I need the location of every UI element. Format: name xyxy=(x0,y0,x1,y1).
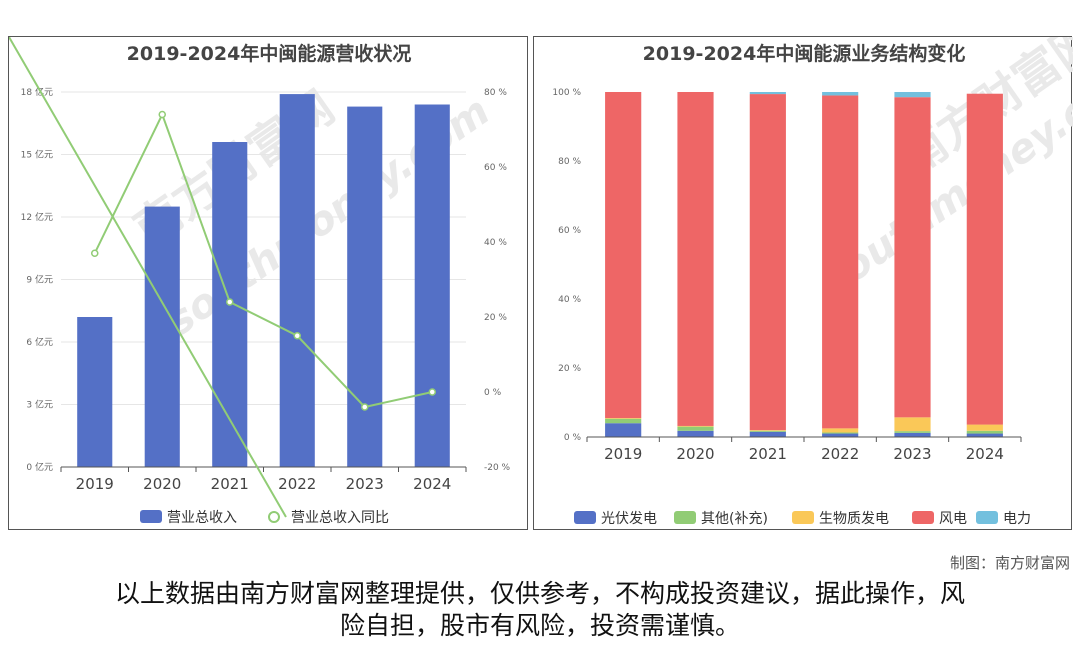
stacked-bar-segment xyxy=(822,428,859,433)
legend-label: 电力 xyxy=(1003,511,1031,527)
x-category-label: 2024 xyxy=(413,475,451,493)
yoy-point xyxy=(91,249,99,257)
stacked-bar-segment xyxy=(677,92,714,426)
y-right-tick-label: 80 % xyxy=(484,88,507,98)
stacked-bar-segment xyxy=(822,95,859,429)
stacked-bar-segment xyxy=(749,431,786,437)
legend-label: 光伏发电 xyxy=(601,511,657,527)
y-left-tick-label: 18 亿元 xyxy=(21,86,53,98)
stacked-bar-segment xyxy=(605,418,642,424)
business-structure-chart-panel: 南方财富网 southmoney.com 2019-2024年中闽能源业务结构变… xyxy=(533,36,1073,530)
stacked-bar-segment xyxy=(677,426,714,431)
y-tick-label: 100 % xyxy=(552,88,581,98)
business-structure-chart: 南方财富网 southmoney.com 2019-2024年中闽能源业务结构变… xyxy=(552,37,1073,527)
stacked-bar-segment xyxy=(894,432,931,437)
y-tick-label: 0 % xyxy=(564,433,582,443)
chart-credit: 制图：南方财富网 xyxy=(949,554,1070,572)
y-left-tick-label: 9 亿元 xyxy=(26,274,53,286)
stacked-bar-segment xyxy=(749,430,786,431)
legend-swatch xyxy=(574,511,596,524)
y-right-tick-label: -20 % xyxy=(484,463,511,473)
x-category-label: 2020 xyxy=(676,445,714,463)
revenue-bar xyxy=(347,106,383,467)
x-category-label: 2020 xyxy=(143,475,181,493)
stacked-bar-segment xyxy=(677,430,714,437)
stacked-bar-segment xyxy=(966,424,1003,431)
y-tick-label: 40 % xyxy=(558,295,581,305)
x-category-label: 2022 xyxy=(278,475,316,493)
stacked-bar-segment xyxy=(749,92,786,95)
yoy-point xyxy=(226,298,234,306)
y-right-tick-label: 60 % xyxy=(484,163,507,173)
stacked-bar-segment xyxy=(966,430,1003,434)
stacked-bar-segment xyxy=(605,92,642,419)
legend: 光伏发电 其他(补充) 生物质发电 风电 电力 xyxy=(574,511,1031,527)
yoy-point xyxy=(428,388,436,396)
stacked-bar-segment xyxy=(822,92,859,96)
yoy-point xyxy=(158,110,166,119)
y-right-tick-label: 20 % xyxy=(484,313,507,323)
yoy-line xyxy=(93,111,433,409)
legend-label: 其他(补充) xyxy=(701,511,768,527)
y-left-tick-label: 0 亿元 xyxy=(26,461,53,473)
legend-swatch-yoy-dot xyxy=(268,511,280,523)
revenue-bar xyxy=(414,104,450,467)
legend-swatch xyxy=(792,511,814,524)
y-left-tick-label: 12 亿元 xyxy=(21,211,53,223)
y-left-tick-label: 6 亿元 xyxy=(26,336,53,348)
legend-label: 风电 xyxy=(939,511,967,527)
disclaimer-line-1: 以上数据由南方财富网整理提供，仅供参考，不构成投资建议，据此操作，风 xyxy=(114,579,965,608)
chart-title: 2019-2024年中闽能源业务结构变化 xyxy=(643,42,966,65)
stacked-bar-segment xyxy=(966,93,1003,425)
disclaimer-line-2: 险自担，股市有风险，投资需谨慎。 xyxy=(339,611,740,640)
legend-label-yoy: 营业总收入同比 xyxy=(291,510,389,526)
stacked-bar-segment xyxy=(894,431,931,433)
x-category-label: 2021 xyxy=(749,445,787,463)
x-category-label: 2022 xyxy=(821,445,859,463)
y-tick-label: 80 % xyxy=(558,157,581,167)
legend-swatch-revenue xyxy=(140,510,162,523)
stacked-bar-segment xyxy=(822,432,859,434)
x-category-label: 2023 xyxy=(346,475,384,493)
legend-swatch xyxy=(912,511,934,524)
revenue-bar xyxy=(279,94,315,468)
stacked-bar-segment xyxy=(894,417,931,432)
stacked-bar-segment xyxy=(966,433,1003,437)
stacked-bar-segment xyxy=(605,418,642,419)
legend-swatch xyxy=(674,511,696,524)
stacked-bar-segment xyxy=(749,430,786,432)
y-right-tick-label: 40 % xyxy=(484,238,507,248)
revenue-bar xyxy=(77,317,113,467)
legend-label: 生物质发电 xyxy=(819,511,889,527)
revenue-chart-panel: 南方财富网 southmoney.com 2019-2024年中闽能源营收状况 … xyxy=(8,36,528,530)
y-tick-label: 20 % xyxy=(558,364,581,374)
stacked-bar-segment xyxy=(749,94,786,431)
disclaimer: 以上数据由南方财富网整理提供，仅供参考，不构成投资建议，据此操作，风 险自担，股… xyxy=(40,578,1040,642)
stacked-bar-segment xyxy=(822,433,859,437)
x-category-label: 2021 xyxy=(211,475,249,493)
stacked-bar-segment xyxy=(894,92,931,98)
yoy-point xyxy=(293,332,301,340)
stacked-bar-segment xyxy=(677,425,714,427)
legend-swatch-yoy-line xyxy=(9,37,287,518)
yoy-point xyxy=(361,403,369,411)
y-right-tick-label: 0 % xyxy=(484,388,502,398)
x-category-label: 2024 xyxy=(966,445,1004,463)
y-left-tick-label: 15 亿元 xyxy=(21,149,53,161)
legend-swatch xyxy=(976,511,998,524)
chart-title: 2019-2024年中闽能源营收状况 xyxy=(127,42,412,65)
stacked-bar-segment xyxy=(605,423,642,437)
y-left-tick-label: 3 亿元 xyxy=(26,399,53,411)
y-tick-label: 60 % xyxy=(558,226,581,236)
x-category-label: 2023 xyxy=(893,445,931,463)
x-category-label: 2019 xyxy=(604,445,642,463)
legend: 营业总收入 营业总收入同比 xyxy=(9,37,389,526)
stacked-bar-segment xyxy=(894,97,931,418)
x-category-label: 2019 xyxy=(76,475,114,493)
revenue-chart: 南方财富网 southmoney.com 2019-2024年中闽能源营收状况 … xyxy=(9,37,511,526)
legend-label-revenue: 营业总收入 xyxy=(167,510,237,526)
revenue-bar xyxy=(144,206,180,468)
